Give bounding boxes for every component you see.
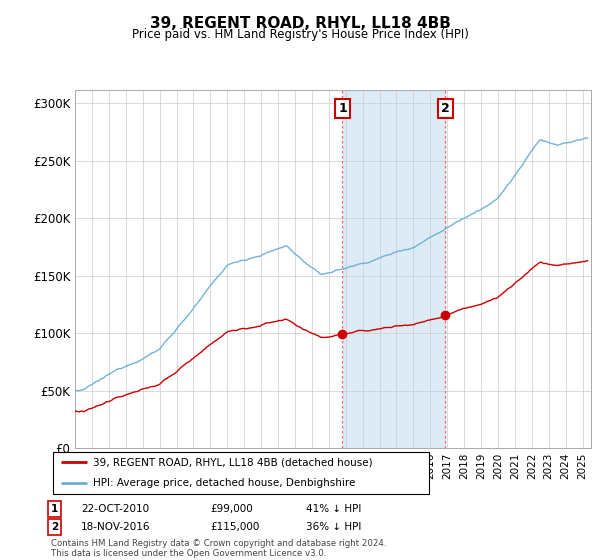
Text: 2: 2	[51, 522, 58, 532]
Text: £115,000: £115,000	[210, 522, 259, 532]
Text: Price paid vs. HM Land Registry's House Price Index (HPI): Price paid vs. HM Land Registry's House …	[131, 28, 469, 41]
Text: 2: 2	[441, 102, 449, 115]
Text: 41% ↓ HPI: 41% ↓ HPI	[306, 504, 361, 514]
Text: 39, REGENT ROAD, RHYL, LL18 4BB (detached house): 39, REGENT ROAD, RHYL, LL18 4BB (detache…	[93, 457, 373, 467]
Text: 1: 1	[338, 102, 347, 115]
Text: 36% ↓ HPI: 36% ↓ HPI	[306, 522, 361, 532]
Text: 18-NOV-2016: 18-NOV-2016	[81, 522, 151, 532]
Text: £99,000: £99,000	[210, 504, 253, 514]
FancyBboxPatch shape	[53, 451, 430, 494]
Text: 1: 1	[51, 504, 58, 514]
Text: 39, REGENT ROAD, RHYL, LL18 4BB: 39, REGENT ROAD, RHYL, LL18 4BB	[149, 16, 451, 31]
Text: Contains HM Land Registry data © Crown copyright and database right 2024.
This d: Contains HM Land Registry data © Crown c…	[51, 539, 386, 558]
Text: 22-OCT-2010: 22-OCT-2010	[81, 504, 149, 514]
Text: HPI: Average price, detached house, Denbighshire: HPI: Average price, detached house, Denb…	[93, 478, 355, 488]
